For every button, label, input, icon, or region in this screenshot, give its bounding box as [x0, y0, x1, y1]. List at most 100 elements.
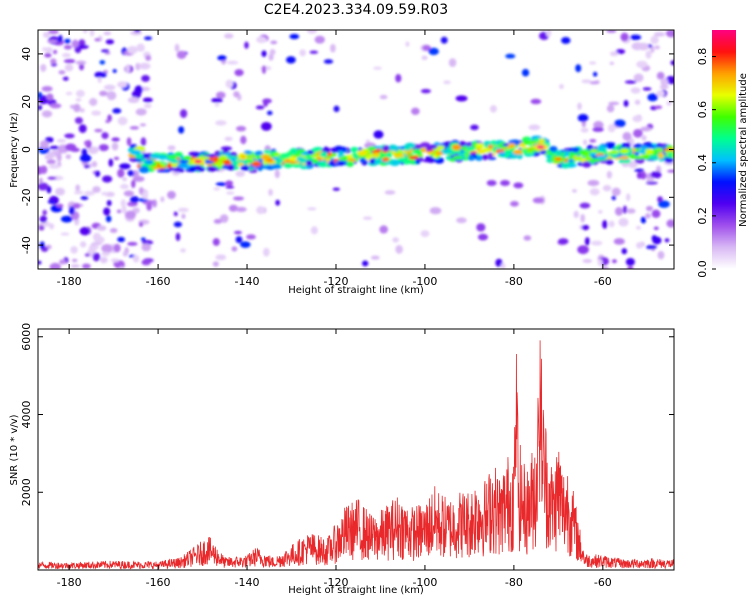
- noise-blob: [80, 241, 87, 248]
- noise-blob: [110, 258, 120, 263]
- signal-blob: [263, 149, 272, 154]
- noise-blob: [589, 188, 600, 196]
- noise-blob: [108, 158, 114, 167]
- noise-blob: [410, 107, 420, 115]
- noise-blob: [636, 171, 643, 179]
- noise-blob: [50, 58, 57, 65]
- noise-blob: [263, 99, 269, 107]
- signal-blob: [166, 164, 172, 169]
- noise-blob: [91, 241, 102, 246]
- noise-blob: [420, 230, 430, 238]
- x-tick-label: -120: [324, 275, 349, 288]
- noise-blob: [593, 71, 598, 77]
- signal-blob: [487, 152, 493, 159]
- noise-blob: [235, 125, 247, 132]
- noise-blob: [470, 124, 479, 131]
- signal-blob: [589, 152, 598, 157]
- noise-blob: [98, 144, 109, 152]
- noise-blob: [589, 81, 600, 85]
- noise-blob: [83, 164, 91, 169]
- noise-blob: [224, 33, 234, 39]
- noise-blob: [49, 223, 55, 230]
- signal-blob: [130, 149, 142, 156]
- signal-blob: [337, 160, 346, 166]
- signal-blob: [619, 155, 629, 160]
- noise-blob: [606, 30, 617, 33]
- noise-blob: [580, 127, 589, 133]
- noise-blob: [106, 200, 112, 207]
- noise-blob: [270, 40, 278, 45]
- signal-blob: [467, 155, 476, 161]
- noise-blob: [84, 140, 89, 146]
- noise-blob: [235, 236, 243, 244]
- noise-blob: [178, 126, 185, 134]
- noise-blob: [495, 258, 503, 267]
- signal-blob: [590, 148, 597, 153]
- noise-blob: [99, 90, 108, 97]
- noise-blob: [38, 182, 49, 191]
- noise-blob: [428, 47, 439, 56]
- noise-blob: [392, 237, 399, 243]
- noise-blob: [120, 199, 126, 208]
- signal-blob: [310, 158, 319, 164]
- noise-blob: [73, 190, 84, 195]
- noise-blob: [456, 217, 467, 224]
- noise-blob: [81, 148, 88, 156]
- noise-blob: [167, 145, 176, 151]
- noise-blob: [634, 99, 641, 105]
- noise-blob: [131, 179, 136, 189]
- noise-blob: [213, 187, 221, 191]
- noise-blob: [124, 210, 136, 220]
- signal-blob: [204, 160, 214, 164]
- signal-blob: [664, 156, 674, 164]
- noise-blob: [38, 105, 43, 111]
- noise-blob: [111, 142, 119, 151]
- noise-blob: [499, 179, 510, 186]
- noise-blob: [231, 246, 238, 252]
- noise-blob: [59, 259, 67, 265]
- noise-blob: [55, 187, 65, 196]
- signal-blob: [477, 150, 486, 155]
- noise-blob: [256, 206, 265, 215]
- noise-blob: [134, 30, 141, 33]
- signal-blob: [383, 161, 393, 165]
- noise-blob: [650, 35, 659, 45]
- noise-blob: [39, 215, 48, 223]
- noise-blob: [92, 186, 101, 193]
- noise-blob: [611, 259, 617, 264]
- noise-blob: [78, 124, 87, 133]
- noise-blob: [589, 138, 597, 143]
- noise-blob: [65, 154, 72, 160]
- signal-blob: [140, 158, 147, 162]
- signal-blob: [620, 148, 629, 154]
- spectrogram-x-ticks: -180 -160 -140 -120 -100 -80 -60: [57, 30, 612, 288]
- noise-blob: [274, 169, 280, 179]
- noise-blob: [129, 126, 140, 130]
- signal-blob: [625, 142, 631, 149]
- noise-blob: [235, 170, 246, 177]
- noise-blob: [581, 79, 592, 84]
- noise-blob: [103, 207, 111, 216]
- x-tick-label: -80: [505, 275, 523, 288]
- noise-blob: [167, 190, 176, 200]
- noise-blob: [670, 60, 674, 66]
- signal-blob: [167, 167, 179, 171]
- noise-blob: [645, 245, 657, 250]
- x-tick-label: -160: [146, 275, 171, 288]
- signal-blob: [575, 155, 583, 161]
- noise-blob: [593, 121, 604, 130]
- noise-blob: [180, 248, 186, 253]
- noise-blob: [240, 241, 251, 248]
- noise-blob: [659, 85, 669, 89]
- noise-blob: [64, 38, 71, 44]
- noise-blob: [52, 49, 58, 55]
- noise-blob: [103, 84, 116, 91]
- noise-blob: [606, 170, 613, 179]
- noise-blob: [60, 232, 70, 236]
- noise-blob: [101, 191, 109, 196]
- noise-blob: [126, 137, 132, 146]
- noise-blob: [653, 32, 666, 37]
- signal-blob: [230, 157, 237, 161]
- signal-blob: [658, 152, 664, 159]
